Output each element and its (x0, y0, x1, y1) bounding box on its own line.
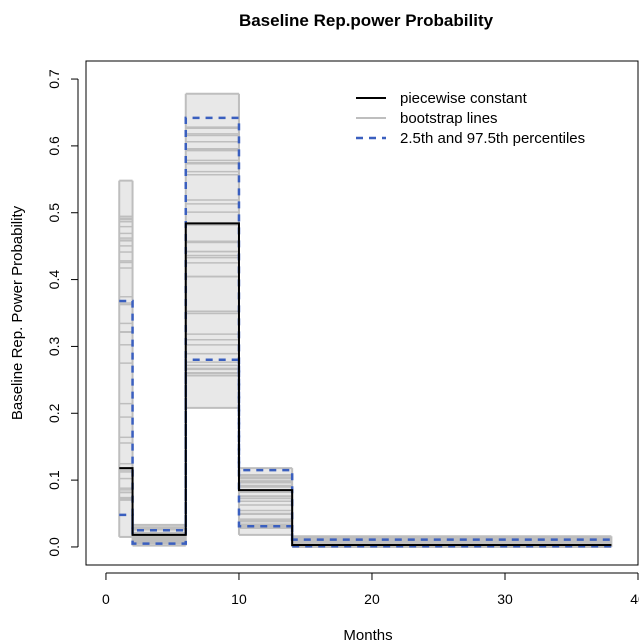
chart-title: Baseline Rep.power Probability (239, 11, 494, 30)
legend-label: piecewise constant (400, 90, 528, 107)
y-tick-label: 0.5 (46, 203, 62, 223)
axes: 0 10 20 30 40 0.0 0.1 0.2 0.3 0.4 0.5 0.6 0.7 (46, 69, 639, 607)
x-tick-label: 20 (364, 591, 380, 607)
y-tick-label: 0.0 (46, 537, 62, 557)
y-tick-label: 0.6 (46, 136, 62, 156)
bootstrap-band (119, 180, 133, 537)
y-tick-label: 0.2 (46, 403, 62, 423)
y-tick-label: 0.4 (46, 270, 62, 290)
x-tick-label: 10 (231, 591, 247, 607)
plot-frame (85, 60, 639, 566)
x-tick-label: 0 (102, 591, 110, 607)
series-layer (119, 116, 612, 548)
x-tick-label: 30 (497, 591, 513, 607)
legend-label: 2.5th and 97.5th percentiles (400, 130, 585, 147)
x-axis-label: Months (343, 627, 392, 643)
y-tick-label: 0.3 (46, 336, 62, 356)
y-tick-label: 0.1 (46, 470, 62, 490)
legend: piecewise constant bootstrap lines 2.5th a… (356, 90, 585, 147)
piecewise-constant-series (119, 222, 612, 546)
bootstrap-layer (118, 92, 613, 548)
x-tick-label: 40 (630, 591, 639, 607)
plot-area (85, 60, 639, 566)
y-tick-label: 0.7 (46, 69, 62, 89)
y-axis-label: Baseline Rep. Power Probability (9, 205, 26, 420)
legend-label: bootstrap lines (400, 110, 498, 127)
